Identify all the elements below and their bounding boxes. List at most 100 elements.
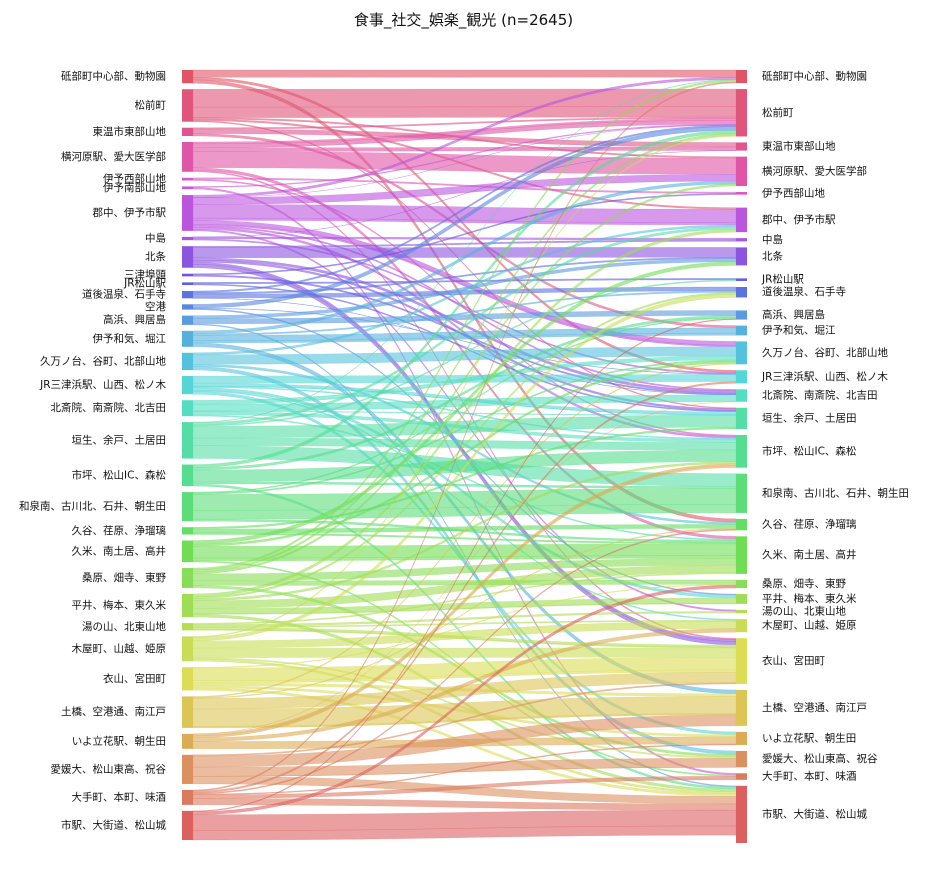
right-node [736, 341, 747, 365]
left-node [182, 141, 193, 172]
left-node [182, 422, 193, 459]
left-node-label: 北斎院、南斎院、北吉田 [51, 401, 167, 414]
left-node [182, 89, 193, 122]
right-node-label: いよ立花駅、朝生田 [762, 731, 856, 744]
left-node-label: 久万ノ台、谷町、北部山地 [40, 354, 166, 367]
left-node-label: 伊予西部山地 [103, 172, 166, 185]
sankey-link [192, 236, 737, 241]
right-node-label: 道後温泉、石手寺 [762, 285, 846, 298]
right-node-label: 垣生、余戸、土居田 [762, 411, 857, 424]
right-node-label: 松前町 [762, 106, 794, 119]
right-node [736, 785, 747, 843]
sankey-link [192, 318, 737, 812]
sankey-link [192, 363, 737, 698]
sankey-labels: 砥部町中心部、動物園 砥部町中心部、動物園松前町松前町東温市東部山地東温市東部山地… [19, 70, 909, 832]
right-node-label: JR松山駅 [761, 273, 804, 286]
left-node-label: 砥部町中心部、動物園 [61, 70, 166, 83]
sankey-link [192, 776, 737, 799]
right-node [736, 750, 747, 768]
right-node [736, 278, 747, 281]
right-node-label: 砥部町中心部、動物園 [762, 70, 867, 83]
left-node-label: 市坪、松山IC、森松 [72, 468, 167, 481]
left-node [182, 246, 193, 268]
left-node [182, 540, 193, 563]
left-node-label: 道後温泉、石手寺 [82, 288, 166, 301]
left-node [182, 527, 193, 535]
left-node-label: 松前町 [135, 98, 167, 111]
left-node [182, 667, 193, 691]
left-node-label: 空港 [145, 300, 166, 313]
left-node [182, 127, 193, 136]
left-node-label: 東温市東部山地 [93, 125, 167, 138]
left-node [182, 754, 193, 784]
left-node [182, 186, 193, 190]
left-node-label: 垣生、余戸、土居田 [72, 433, 167, 446]
left-node-label: 平井、梅本、東久米 [72, 599, 167, 612]
right-node-label: 伊予和気、堀江 [762, 323, 836, 336]
right-node [736, 389, 747, 402]
right-node-label: 和泉南、古川北、石井、朝生田 [762, 486, 909, 499]
left-node-label: 中島 [145, 232, 166, 245]
right-node [736, 609, 747, 614]
left-node [182, 696, 193, 728]
left-node [182, 568, 193, 588]
right-node [736, 689, 747, 726]
sankey-link [192, 714, 737, 768]
right-node-label: 平井、梅本、東久米 [762, 592, 857, 605]
left-node-label: 和泉南、古川北、石井、朝生田 [19, 500, 166, 513]
right-node-label: 木屋町、山越、姫原 [762, 619, 857, 632]
left-node [182, 177, 193, 181]
left-node-label: 横河原駅、愛大医学部 [61, 150, 166, 163]
right-node [736, 156, 747, 187]
left-node [182, 273, 193, 277]
left-node [182, 352, 193, 371]
right-node [736, 89, 747, 137]
right-node-label: 伊予西部山地 [762, 186, 825, 199]
right-node [736, 773, 747, 780]
left-node-label: 高浜、興居島 [103, 313, 166, 326]
right-node [736, 238, 747, 242]
left-node-label: 郡中、伊予市駅 [93, 206, 167, 219]
right-node [736, 579, 747, 589]
right-node [736, 619, 747, 633]
right-node [736, 310, 747, 320]
sankey-link [192, 584, 737, 815]
left-node-label: 伊予和気、堀江 [93, 332, 167, 345]
left-node-label: 伊予南部山地 [103, 181, 166, 194]
left-node [182, 623, 193, 631]
sankey-nodes [182, 70, 747, 843]
sankey-link [192, 69, 737, 78]
left-node [182, 492, 193, 522]
left-node-label: 土橋、空港通、南江戸 [61, 705, 166, 718]
right-node [736, 325, 747, 336]
right-node-label: 桑原、畑寺、東野 [762, 577, 846, 590]
sankey-link [192, 647, 737, 658]
left-node [182, 464, 193, 487]
sankey-link [192, 529, 737, 795]
left-node [182, 636, 193, 662]
right-node-label: 北斎院、南斎院、北吉田 [762, 389, 878, 402]
right-node-label: 久米、南土居、高井 [762, 548, 857, 561]
right-node-label: 土橋、空港通、南江戸 [762, 701, 867, 714]
left-node-label: 木屋町、山越、姫原 [72, 642, 167, 655]
left-node-label: 久米、南土居、高井 [72, 544, 167, 557]
right-node-label: 久谷、荏原、浄瑠璃 [762, 518, 857, 531]
right-node-label: 中島 [762, 233, 783, 246]
right-node [736, 473, 747, 513]
right-node-label: 郡中、伊予市駅 [762, 213, 836, 226]
right-node-label: 衣山、宮田町 [762, 654, 825, 667]
left-node [182, 810, 193, 840]
right-node-label: 高浜、興居島 [762, 308, 825, 321]
left-node [182, 315, 193, 325]
right-node [736, 594, 747, 604]
right-node [736, 192, 747, 195]
left-node [182, 304, 193, 310]
left-node-label: 三津埠頭 [124, 268, 166, 281]
left-node-label: 衣山、宮田町 [103, 672, 166, 685]
right-node [736, 638, 747, 684]
left-node-label: 北条 [145, 250, 166, 263]
right-node-label: 東温市東部山地 [762, 140, 836, 153]
right-node [736, 731, 747, 745]
right-node-label: 湯の山、北東山地 [762, 604, 846, 617]
